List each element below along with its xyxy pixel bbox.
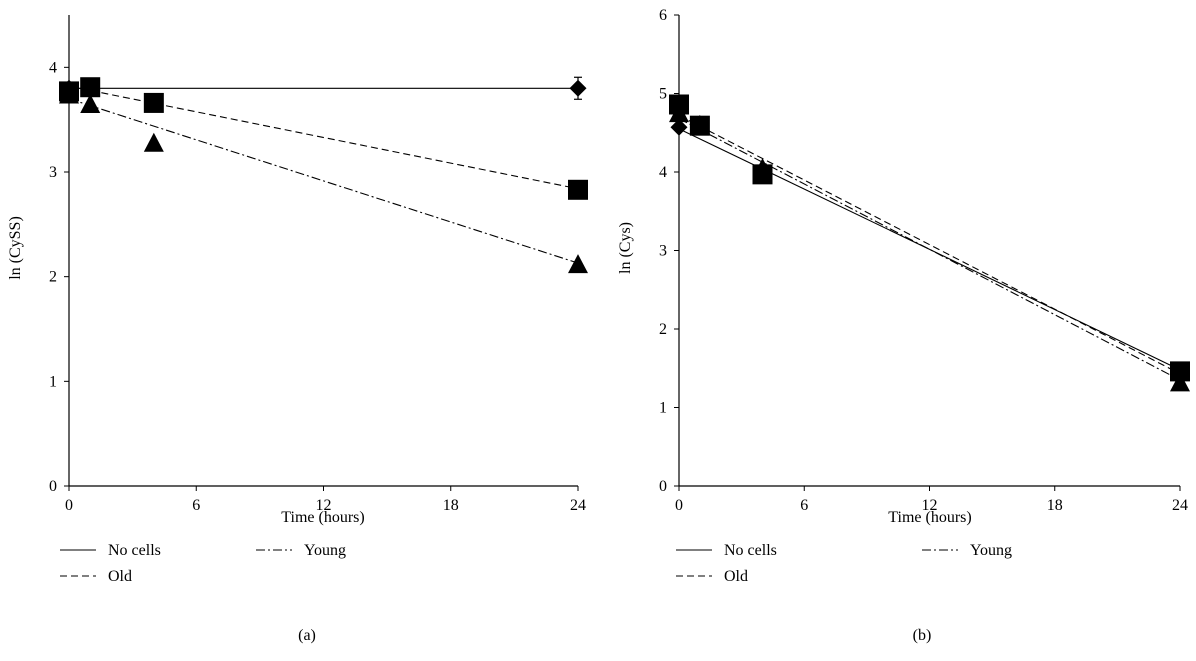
panel-b-y-tick-label: 2 (659, 321, 667, 338)
panel-a-data-point-old (568, 179, 588, 200)
panel-a-series-line-old (68, 85, 579, 190)
panel-b-y-tick-label: 0 (659, 478, 667, 495)
panel-a-x-tick-label: 0 (65, 497, 73, 514)
panel-a-legend-label-young: Young (304, 542, 346, 559)
panel-a-x-tick-label: 24 (570, 497, 586, 514)
panel-b-y-tick-label: 5 (659, 86, 667, 103)
panel-a-y-tick-label: 1 (49, 373, 57, 390)
panel-b-y-tick-label: 6 (659, 7, 667, 24)
panel-a-y-tick-label: 3 (49, 164, 57, 181)
panel-a-data-point-young (80, 93, 101, 113)
panel-b-data-point-young (669, 103, 689, 123)
panel-b-x-axis-label: Time (hours) (888, 509, 971, 526)
panel-a-data-point-old (143, 92, 164, 113)
panel-b-legend-label-no-cells: No cells (724, 542, 777, 559)
panel-a-label: (a) (298, 627, 316, 644)
panel-b-x-tick-label: 12 (922, 497, 938, 514)
panel-b-x-tick-label: 6 (800, 497, 808, 514)
panel-b-x-tick-label: 0 (675, 497, 683, 514)
panel-a-x-tick-label: 6 (192, 497, 200, 514)
panel-b-label: (b) (913, 627, 932, 644)
panel-b-legend-label-old: Old (724, 568, 748, 585)
panel-b-y-tick-label: 4 (659, 164, 667, 181)
panel-a-x-tick-label: 18 (443, 497, 459, 514)
panel-a-y-tick-label: 4 (49, 59, 57, 76)
panel-a-data-point-young (143, 132, 164, 152)
panel-b-data-point-young (1170, 372, 1190, 392)
panel-a-y-axis-label: ln (CySS) (7, 216, 24, 280)
panel-a-data-point-young (59, 84, 79, 104)
panel-b-data-point-no-cells (670, 118, 688, 136)
panel-b-series-line-old (678, 114, 1181, 375)
panel-b-y-tick-label: 3 (659, 243, 667, 260)
panel-a-y-tick-label: 2 (49, 269, 57, 286)
panel-b-y-axis-label: ln (Cys) (617, 222, 634, 274)
panel-a-y-tick-label: 0 (49, 478, 57, 495)
panel-b-x-tick-label: 24 (1172, 497, 1188, 514)
panel-a-legend-label-old: Old (108, 568, 132, 585)
panel-a-data-point-young (568, 254, 588, 274)
panel-a-series-line-young (68, 98, 579, 264)
panel-a-x-axis-label: Time (hours) (281, 509, 364, 526)
panel-a-x-tick-label: 12 (316, 497, 332, 514)
panel-a-data-point-old (80, 77, 101, 98)
panel-b-data-point-old (1170, 361, 1190, 382)
panel-b-x-tick-label: 18 (1047, 497, 1063, 514)
panel-b-y-tick-label: 1 (659, 400, 667, 417)
panel-b-legend-label-young: Young (970, 542, 1012, 559)
panel-a-legend-label-no-cells: No cells (108, 542, 161, 559)
panel-b-data-point-young (689, 114, 710, 134)
panel-b-data-point-young (752, 158, 773, 178)
